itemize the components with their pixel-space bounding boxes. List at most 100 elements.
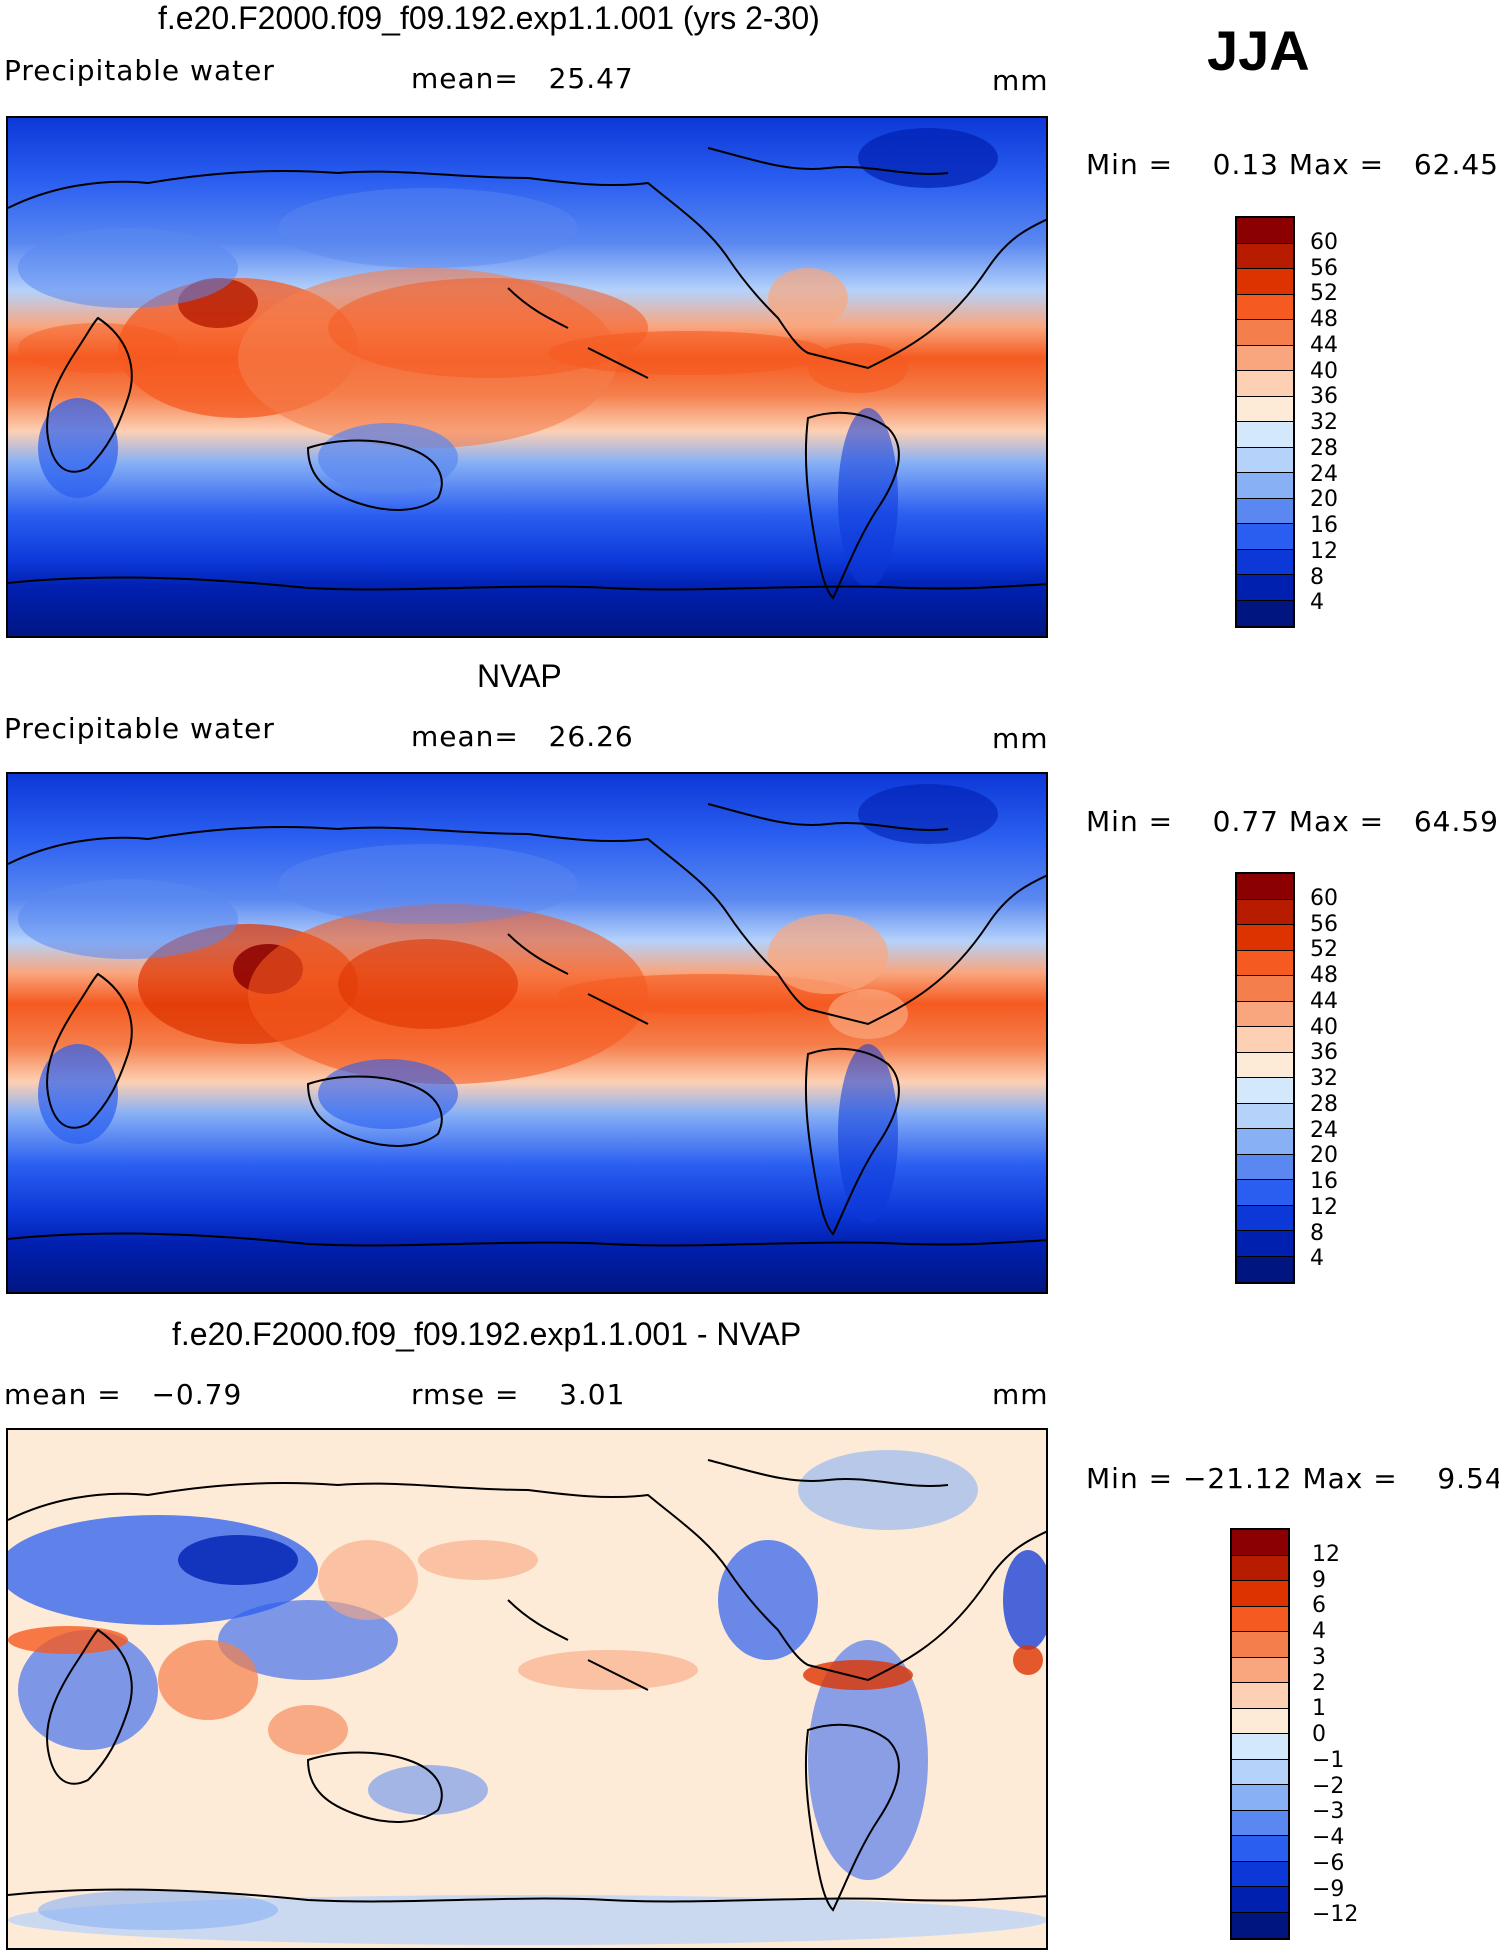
colorbar-segment <box>1237 1231 1293 1257</box>
colorbar-segment <box>1237 1129 1293 1155</box>
colorbar-segment <box>1237 269 1293 295</box>
colorbar-segment <box>1237 899 1293 925</box>
colorbar-segment <box>1237 345 1293 371</box>
colorbar-tick-label: 3 <box>1312 1644 1326 1670</box>
colorbar-tick-label: 1 <box>1312 1696 1326 1722</box>
panel-1-mean-label: mean= 25.47 <box>411 62 634 95</box>
colorbar-segment <box>1237 1154 1293 1180</box>
colorbar-tick-label: 8 <box>1310 564 1324 590</box>
colorbar-tick-label: 16 <box>1310 513 1338 538</box>
colorbar-tick-label: 44 <box>1310 332 1338 358</box>
colorbar-tick-label: 6 <box>1312 1593 1326 1619</box>
panel-3-colorbar-ticks: 12 9 6 4 3 2 1 0 −1 −2 −3 −4 −6 −9 −12 <box>1312 1528 1382 1940</box>
colorbar-segment <box>1237 549 1293 575</box>
panel-2-left-label: Precipitable water <box>4 712 275 745</box>
colorbar-segment <box>1232 1581 1288 1607</box>
colorbar-tick-label: 4 <box>1310 590 1324 616</box>
colorbar-tick-label: 12 <box>1312 1541 1340 1567</box>
colorbar-segment <box>1232 1759 1288 1785</box>
colorbar-tick-label: 60 <box>1310 885 1338 911</box>
colorbar-segment <box>1237 320 1293 346</box>
colorbar-segment <box>1237 1103 1293 1129</box>
colorbar-tick-label: 36 <box>1310 384 1338 410</box>
colorbar-tick-label: 20 <box>1310 1143 1338 1169</box>
panel-1-left-label: Precipitable water <box>4 54 275 87</box>
colorbar-segment <box>1232 1887 1288 1913</box>
colorbar-segment <box>1237 473 1293 499</box>
panel-2-colorbar <box>1235 872 1295 1284</box>
panel-3-units-label: mm <box>992 1378 1049 1411</box>
colorbar-tick-label: 40 <box>1310 1014 1338 1040</box>
panel-3-colorbar-segments <box>1232 1530 1288 1938</box>
colorbar-segment <box>1237 874 1293 900</box>
colorbar-tick-label: −12 <box>1312 1902 1359 1928</box>
colorbar-tick-label: 20 <box>1310 487 1338 513</box>
colorbar-segment <box>1237 976 1293 1002</box>
colorbar-tick-label: 12 <box>1310 538 1338 564</box>
colorbar-segment <box>1237 1256 1293 1282</box>
panel-3-rmse-label: rmse = 3.01 <box>411 1378 626 1411</box>
panel-2-colorbar-segments <box>1237 874 1293 1282</box>
panel-2-colorbar-ticks: 60 56 52 48 44 40 36 32 28 24 20 16 12 8 4 <box>1310 872 1370 1284</box>
colorbar-tick-label: −2 <box>1312 1773 1345 1799</box>
colorbar-segment <box>1232 1734 1288 1760</box>
panel-2-minmax: Min = 0.77 Max = 64.59 <box>1086 805 1499 838</box>
colorbar-segment <box>1237 1180 1293 1206</box>
colorbar-tick-label: 56 <box>1310 911 1338 937</box>
colorbar-segment <box>1237 371 1293 397</box>
panel-3-colorbar <box>1230 1528 1290 1940</box>
colorbar-segment <box>1232 1555 1288 1581</box>
panel-2-units-label: mm <box>992 722 1049 755</box>
panel-2-title: NVAP <box>477 658 562 694</box>
colorbar-segment <box>1237 1052 1293 1078</box>
colorbar-segment <box>1232 1708 1288 1734</box>
colorbar-tick-label: 16 <box>1310 1169 1338 1194</box>
panel-3-map <box>6 1428 1048 1950</box>
colorbar-segment <box>1232 1836 1288 1862</box>
colorbar-tick-label: −6 <box>1312 1850 1345 1876</box>
colorbar-segment <box>1232 1606 1288 1632</box>
colorbar-segment <box>1237 1205 1293 1231</box>
colorbar-segment <box>1237 575 1293 601</box>
colorbar-tick-label: 56 <box>1310 255 1338 281</box>
panel-2-map <box>6 772 1048 1294</box>
colorbar-segment <box>1232 1683 1288 1709</box>
colorbar-segment <box>1232 1861 1288 1887</box>
colorbar-segment <box>1237 218 1293 244</box>
colorbar-tick-label: −9 <box>1312 1876 1345 1902</box>
season-label: JJA <box>1207 19 1310 82</box>
colorbar-tick-label: 48 <box>1310 963 1338 988</box>
colorbar-tick-label: 8 <box>1310 1220 1324 1246</box>
colorbar-tick-label: 9 <box>1312 1567 1326 1593</box>
panel-1-minmax: Min = 0.13 Max = 62.45 <box>1086 148 1499 181</box>
colorbar-segment <box>1237 396 1293 422</box>
colorbar-segment <box>1237 1078 1293 1104</box>
colorbar-tick-label: 36 <box>1310 1040 1338 1066</box>
panel-1-colorbar <box>1235 216 1295 628</box>
colorbar-segment <box>1237 925 1293 951</box>
colorbar-segment <box>1237 950 1293 976</box>
colorbar-tick-label: 0 <box>1312 1722 1326 1747</box>
colorbar-tick-label: −1 <box>1312 1747 1345 1773</box>
colorbar-tick-label: 48 <box>1310 307 1338 332</box>
colorbar-segment <box>1232 1530 1288 1556</box>
colorbar-tick-label: 60 <box>1310 229 1338 255</box>
colorbar-tick-label: −3 <box>1312 1799 1345 1825</box>
colorbar-segment <box>1237 294 1293 320</box>
panel-1-title: f.e20.F2000.f09_f09.192.exp1.1.001 (yrs … <box>158 0 820 36</box>
colorbar-segment <box>1237 1001 1293 1027</box>
colorbar-segment <box>1237 524 1293 550</box>
colorbar-segment <box>1237 422 1293 448</box>
colorbar-tick-label: 24 <box>1310 1117 1338 1143</box>
colorbar-tick-label: 12 <box>1310 1194 1338 1220</box>
colorbar-tick-label: 32 <box>1310 410 1338 435</box>
colorbar-tick-label: 52 <box>1310 281 1338 307</box>
panel-3-minmax: Min = −21.12 Max = 9.54 <box>1086 1462 1499 1495</box>
colorbar-segment <box>1232 1785 1288 1811</box>
panel-3-title: f.e20.F2000.f09_f09.192.exp1.1.001 - NVA… <box>172 1316 802 1352</box>
colorbar-tick-label: 4 <box>1310 1246 1324 1272</box>
panel-2-mean-label: mean= 26.26 <box>411 720 634 753</box>
colorbar-tick-label: 28 <box>1310 1091 1338 1117</box>
colorbar-segment <box>1237 1027 1293 1053</box>
colorbar-tick-label: 40 <box>1310 358 1338 384</box>
